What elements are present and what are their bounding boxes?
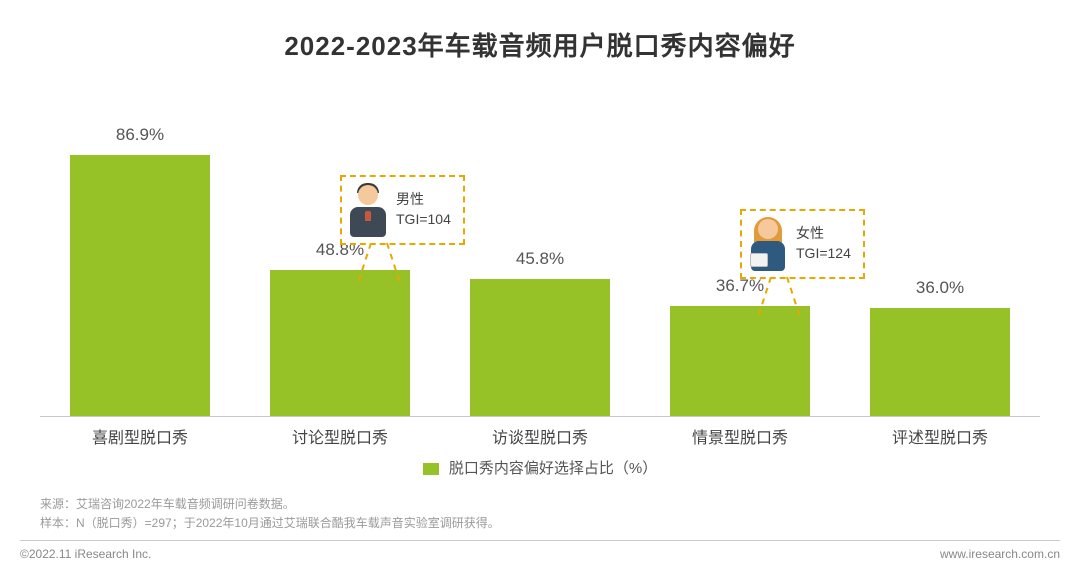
persona-female-icon — [748, 217, 788, 271]
chart-title: 2022-2023年车载音频用户脱口秀内容偏好 — [40, 26, 1040, 63]
bar-column: 48.8% — [250, 240, 430, 416]
legend-swatch — [423, 463, 439, 475]
copyright-text: ©2022.11 iResearch Inc. — [20, 547, 151, 561]
x-axis-label: 情景型脱口秀 — [650, 424, 830, 448]
footer-divider — [20, 540, 1060, 541]
bars-row: 86.9% 48.8% 45.8% 36.7% 36.0% — [40, 117, 1040, 417]
plot-area: 86.9% 48.8% 45.8% 36.7% 36.0% 喜剧型脱口秀讨论型脱口秀访谈… — [40, 81, 1040, 451]
chart-container: 2022-2023年车载音频用户脱口秀内容偏好 86.9% 48.8% 45.8% 3… — [0, 0, 1080, 569]
source-line-2: 样本：N（脱口秀）=297；于2022年10月通过艾瑞联合酷我车载声音实验室调研… — [40, 514, 500, 533]
bar-column: 86.9% — [50, 125, 230, 416]
bar — [70, 155, 210, 416]
site-url: www.iresearch.com.cn — [940, 547, 1060, 561]
source-notes: 来源：艾瑞咨询2022年车载音频调研问卷数据。 样本：N（脱口秀）=297；于2… — [40, 495, 500, 533]
x-axis-label: 讨论型脱口秀 — [250, 424, 430, 448]
callout-female: 女性TGI=124 — [740, 209, 865, 279]
callout-text: 女性TGI=124 — [796, 224, 851, 263]
bar-value-label: 45.8% — [516, 249, 564, 269]
bar-column: 36.7% — [650, 276, 830, 416]
x-axis-label: 访谈型脱口秀 — [450, 424, 630, 448]
bar-column: 36.0% — [850, 278, 1030, 416]
source-line-1: 来源：艾瑞咨询2022年车载音频调研问卷数据。 — [40, 495, 500, 514]
callout-text: 男性TGI=104 — [396, 190, 451, 229]
x-axis-label: 评述型脱口秀 — [850, 424, 1030, 448]
bar — [870, 308, 1010, 416]
persona-male-icon — [348, 183, 388, 237]
x-axis-label: 喜剧型脱口秀 — [50, 424, 230, 448]
legend-label: 脱口秀内容偏好选择占比（%） — [449, 460, 657, 477]
bar — [670, 306, 810, 416]
bar — [270, 270, 410, 416]
bar-column: 45.8% — [450, 249, 630, 416]
callout-male: 男性TGI=104 — [340, 175, 465, 245]
bar-value-label: 36.0% — [916, 278, 964, 298]
legend: 脱口秀内容偏好选择占比（%） — [40, 457, 1040, 478]
x-axis-labels: 喜剧型脱口秀讨论型脱口秀访谈型脱口秀情景型脱口秀评述型脱口秀 — [40, 421, 1040, 451]
bar — [470, 279, 610, 416]
bar-value-label: 86.9% — [116, 125, 164, 145]
